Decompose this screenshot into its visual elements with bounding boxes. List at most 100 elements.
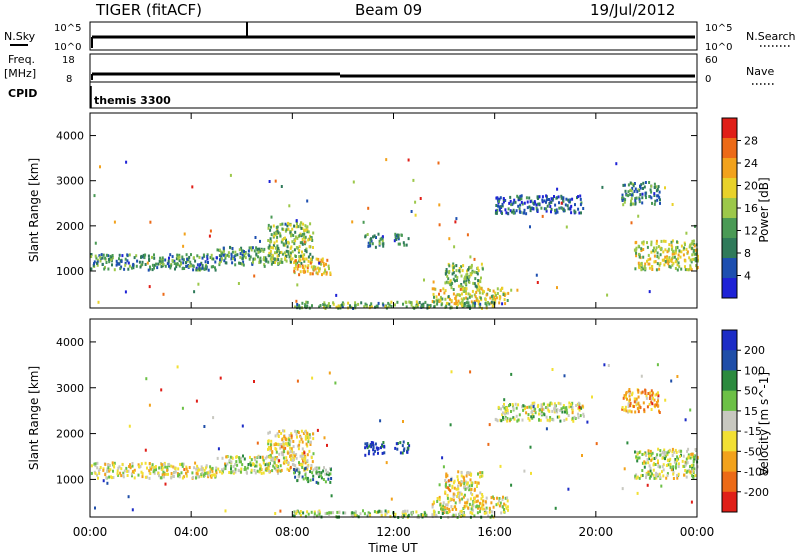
heatmap-cell bbox=[506, 409, 509, 412]
heatmap-cell bbox=[166, 465, 169, 469]
heatmap-cell bbox=[650, 453, 653, 457]
heatmap-cell bbox=[462, 290, 465, 293]
heatmap-cell bbox=[230, 471, 233, 475]
heatmap-cell bbox=[506, 406, 508, 410]
heatmap-cell bbox=[150, 465, 153, 469]
heatmap-cell bbox=[546, 403, 549, 407]
heatmap-cell bbox=[524, 407, 526, 411]
heatmap-cell bbox=[396, 233, 399, 237]
y-tick-label: 4000 bbox=[56, 130, 84, 143]
heatmap-cell bbox=[96, 263, 99, 267]
heatmap-cell bbox=[363, 305, 366, 309]
heatmap-cell bbox=[112, 463, 115, 467]
heatmap-cell bbox=[656, 262, 659, 266]
heatmap-cell bbox=[237, 469, 240, 473]
heatmap-cell bbox=[505, 417, 507, 421]
heatmap-cell bbox=[414, 213, 417, 217]
heatmap-cell bbox=[99, 259, 102, 263]
heatmap-cell bbox=[480, 497, 483, 501]
heatmap-cell bbox=[560, 407, 563, 411]
heatmap-cell bbox=[280, 250, 283, 254]
heatmap-cell bbox=[98, 468, 101, 471]
heatmap-cell bbox=[595, 442, 598, 446]
heatmap-cell bbox=[433, 305, 436, 309]
heatmap-cell bbox=[677, 462, 680, 466]
heatmap-cell bbox=[627, 410, 630, 414]
cpid-panel-frame bbox=[89, 81, 698, 109]
heatmap-cell bbox=[660, 248, 662, 252]
time-axis-labels: 00:00 04:00 08:00 12:00 16:00 20:00 00:00 bbox=[73, 525, 715, 539]
heatmap-cell bbox=[146, 475, 149, 479]
heatmap-cell bbox=[94, 464, 97, 468]
heatmap-cell bbox=[501, 505, 504, 509]
heatmap-cell bbox=[641, 390, 644, 394]
heatmap-cell bbox=[502, 200, 505, 204]
heatmap-cell bbox=[241, 257, 244, 261]
heatmap-cell bbox=[508, 201, 511, 205]
heatmap-cell bbox=[694, 259, 697, 263]
heatmap-cell bbox=[677, 261, 680, 265]
heatmap-cell bbox=[244, 467, 247, 471]
heatmap-cell bbox=[293, 471, 296, 475]
heatmap-cell bbox=[631, 393, 633, 397]
heatmap-cell bbox=[447, 510, 450, 514]
heatmap-cell bbox=[407, 237, 410, 241]
heatmap-cell bbox=[127, 261, 130, 265]
heatmap-cell bbox=[394, 235, 397, 239]
heatmap-cell bbox=[95, 256, 98, 260]
heatmap-cell bbox=[655, 239, 658, 243]
heatmap-cell bbox=[677, 465, 680, 469]
heatmap-cell bbox=[201, 266, 204, 270]
heatmap-cell bbox=[654, 260, 657, 264]
heatmap-cell bbox=[423, 510, 426, 514]
heatmap-cell bbox=[317, 481, 320, 485]
heatmap-cell bbox=[466, 482, 468, 486]
heatmap-cell bbox=[278, 251, 281, 254]
heatmap-cell bbox=[469, 293, 471, 297]
heatmap-cell bbox=[271, 458, 274, 462]
heatmap-cell bbox=[530, 404, 533, 408]
heatmap-cell bbox=[102, 468, 105, 472]
heatmap-cell bbox=[259, 455, 262, 459]
heatmap-cell bbox=[148, 285, 151, 289]
heatmap-cell bbox=[267, 246, 270, 250]
heatmap-cell bbox=[273, 461, 276, 465]
heatmap-cell bbox=[470, 263, 473, 267]
heatmap-cell bbox=[657, 461, 659, 465]
heatmap-cell bbox=[607, 364, 610, 367]
heatmap-cell bbox=[436, 299, 439, 303]
heatmap-cell bbox=[307, 440, 310, 444]
heatmap-cell bbox=[160, 265, 163, 269]
heatmap-cell bbox=[638, 200, 641, 204]
heatmap-cell bbox=[573, 415, 576, 419]
heatmap-cell bbox=[271, 253, 274, 257]
heatmap-cell bbox=[222, 467, 225, 471]
heatmap-cell bbox=[296, 303, 299, 306]
heatmap-cell bbox=[306, 431, 309, 435]
heatmap-cell bbox=[553, 407, 556, 411]
heatmap-cell bbox=[363, 512, 366, 516]
heatmap-cell bbox=[321, 273, 323, 277]
heatmap-cell bbox=[235, 460, 238, 464]
heatmap-cell bbox=[673, 460, 676, 464]
heatmap-cell bbox=[292, 234, 295, 237]
heatmap-cell bbox=[479, 507, 482, 511]
heatmap-cell bbox=[622, 396, 625, 400]
heatmap-cell bbox=[410, 301, 413, 305]
heatmap-cell bbox=[397, 236, 400, 239]
heatmap-cell bbox=[268, 470, 271, 473]
heatmap-cell bbox=[149, 220, 152, 224]
heatmap-cell bbox=[574, 203, 576, 207]
heatmap-cell bbox=[291, 227, 294, 231]
heatmap-cell bbox=[650, 240, 653, 244]
heatmap-cell bbox=[196, 254, 199, 258]
heatmap-cell bbox=[293, 468, 296, 471]
heatmap-cell bbox=[567, 414, 570, 417]
heatmap-cell bbox=[456, 275, 459, 279]
heatmap-cell bbox=[664, 398, 667, 402]
x-tick-label: 00:00 bbox=[680, 525, 715, 539]
heatmap-cell bbox=[162, 470, 165, 474]
heatmap-cell bbox=[516, 288, 519, 292]
heatmap-cell bbox=[166, 468, 169, 472]
